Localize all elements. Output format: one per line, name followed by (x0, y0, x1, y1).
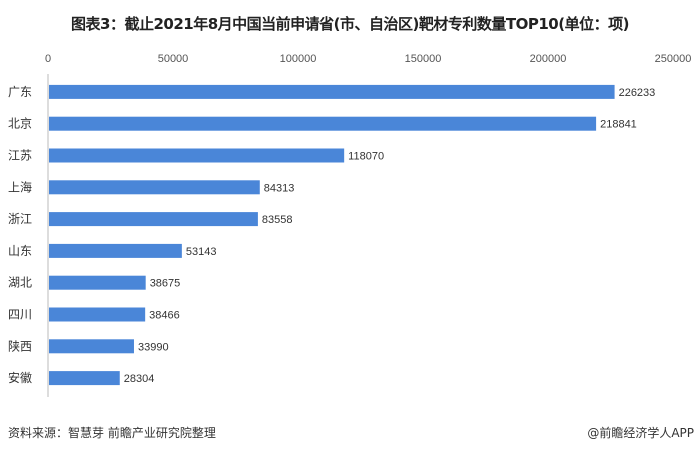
x-tick-label: 200000 (530, 53, 567, 65)
bar (49, 116, 597, 131)
bar (49, 339, 134, 354)
bar (49, 180, 260, 195)
data-label: 28304 (124, 373, 155, 385)
bar (49, 371, 120, 386)
x-tick-label: 50000 (158, 53, 189, 65)
bar (49, 84, 615, 99)
x-tick-label: 150000 (405, 53, 442, 65)
y-tick-label: 浙江 (8, 212, 32, 226)
data-label: 33990 (138, 341, 169, 353)
data-label: 83558 (262, 214, 293, 226)
y-tick-label: 山东 (8, 244, 32, 258)
bar (49, 307, 146, 322)
data-label: 84313 (264, 182, 295, 194)
data-label: 38675 (150, 278, 181, 290)
data-label: 53143 (186, 246, 217, 258)
credit-note: @前瞻经济学人APP (587, 426, 694, 440)
y-tick-label: 陕西 (8, 338, 32, 353)
y-tick-label: 北京 (8, 117, 32, 131)
y-tick-label: 四川 (8, 308, 32, 322)
bar (49, 243, 182, 258)
bar (49, 148, 345, 163)
data-label: 38466 (149, 310, 180, 322)
x-tick-label: 100000 (280, 53, 317, 65)
data-label: 226233 (619, 87, 656, 99)
data-label: 118070 (348, 151, 384, 163)
y-tick-label: 湖北 (8, 275, 32, 290)
y-tick-label: 安徽 (8, 370, 32, 385)
chart-title: 图表3：截止2021年8月中国当前申请省(市、自治区)靶材专利数量TOP10(单… (71, 15, 629, 33)
x-tick-label: 0 (45, 53, 51, 65)
y-tick-label: 上海 (8, 179, 32, 194)
y-tick-label: 江苏 (8, 149, 32, 163)
data-label: 218841 (600, 119, 637, 131)
bar (49, 275, 146, 290)
x-tick-label: 250000 (655, 53, 692, 65)
y-tick-label: 广东 (8, 85, 32, 99)
source-note: 资料来源：智慧芽 前瞻产业研究院整理 (8, 426, 216, 440)
bar (49, 212, 258, 227)
